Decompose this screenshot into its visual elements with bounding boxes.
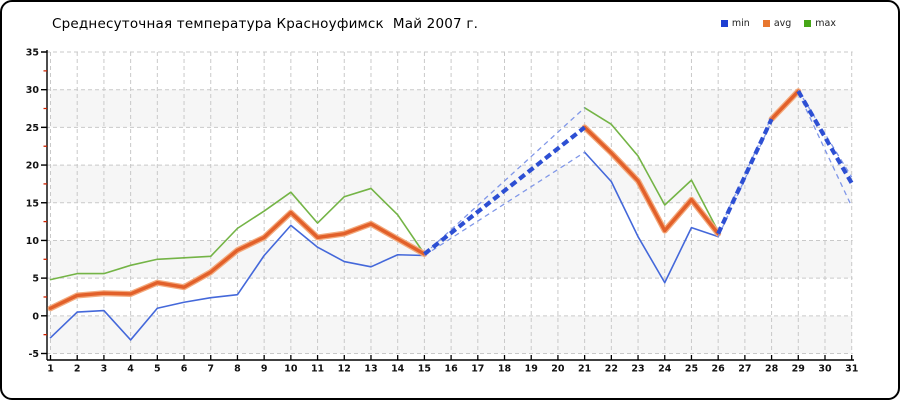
svg-text:14: 14 xyxy=(391,364,405,375)
svg-text:20: 20 xyxy=(26,161,40,172)
svg-text:18: 18 xyxy=(498,364,512,375)
legend-item-min: min xyxy=(720,18,750,29)
svg-text:30: 30 xyxy=(818,364,832,375)
legend-item-max: max xyxy=(804,18,836,29)
svg-text:31: 31 xyxy=(845,364,858,375)
svg-text:16: 16 xyxy=(444,364,458,375)
legend: min avg max xyxy=(720,18,836,29)
svg-text:15: 15 xyxy=(26,198,39,209)
svg-text:-5: -5 xyxy=(28,349,39,360)
max-series-swatch xyxy=(804,20,812,27)
svg-text:26: 26 xyxy=(712,364,726,375)
svg-text:2: 2 xyxy=(74,364,81,375)
svg-text:21: 21 xyxy=(578,364,591,375)
svg-text:25: 25 xyxy=(685,364,698,375)
svg-text:28: 28 xyxy=(765,364,779,375)
legend-label-min: min xyxy=(731,18,750,29)
svg-text:13: 13 xyxy=(364,364,377,375)
svg-text:22: 22 xyxy=(605,364,618,375)
legend-label-max: max xyxy=(815,18,836,29)
avg-series-swatch xyxy=(762,20,770,27)
svg-text:11: 11 xyxy=(311,364,324,375)
svg-text:6: 6 xyxy=(181,364,188,375)
chart-title: Среднесуточная температура Красноуфимск … xyxy=(52,16,479,32)
svg-text:20: 20 xyxy=(551,364,565,375)
svg-text:29: 29 xyxy=(792,364,805,375)
svg-text:0: 0 xyxy=(32,311,39,322)
svg-text:19: 19 xyxy=(525,364,538,375)
svg-text:12: 12 xyxy=(338,364,351,375)
legend-label-avg: avg xyxy=(773,18,792,29)
legend-item-avg: avg xyxy=(762,18,792,29)
svg-text:23: 23 xyxy=(631,364,644,375)
svg-text:10: 10 xyxy=(26,236,40,247)
svg-text:1: 1 xyxy=(47,364,54,375)
svg-text:17: 17 xyxy=(471,364,484,375)
svg-text:4: 4 xyxy=(127,364,134,375)
svg-text:5: 5 xyxy=(32,274,39,285)
svg-text:25: 25 xyxy=(26,123,39,134)
svg-text:24: 24 xyxy=(658,364,672,375)
svg-text:8: 8 xyxy=(234,364,241,375)
svg-text:15: 15 xyxy=(418,364,431,375)
svg-text:27: 27 xyxy=(738,364,751,375)
svg-text:10: 10 xyxy=(284,364,298,375)
svg-text:3: 3 xyxy=(101,364,108,375)
svg-text:30: 30 xyxy=(26,85,40,96)
svg-text:35: 35 xyxy=(26,48,39,59)
svg-text:5: 5 xyxy=(154,364,161,375)
min-series-swatch xyxy=(720,20,728,27)
svg-text:7: 7 xyxy=(207,364,214,375)
svg-text:9: 9 xyxy=(261,364,268,375)
